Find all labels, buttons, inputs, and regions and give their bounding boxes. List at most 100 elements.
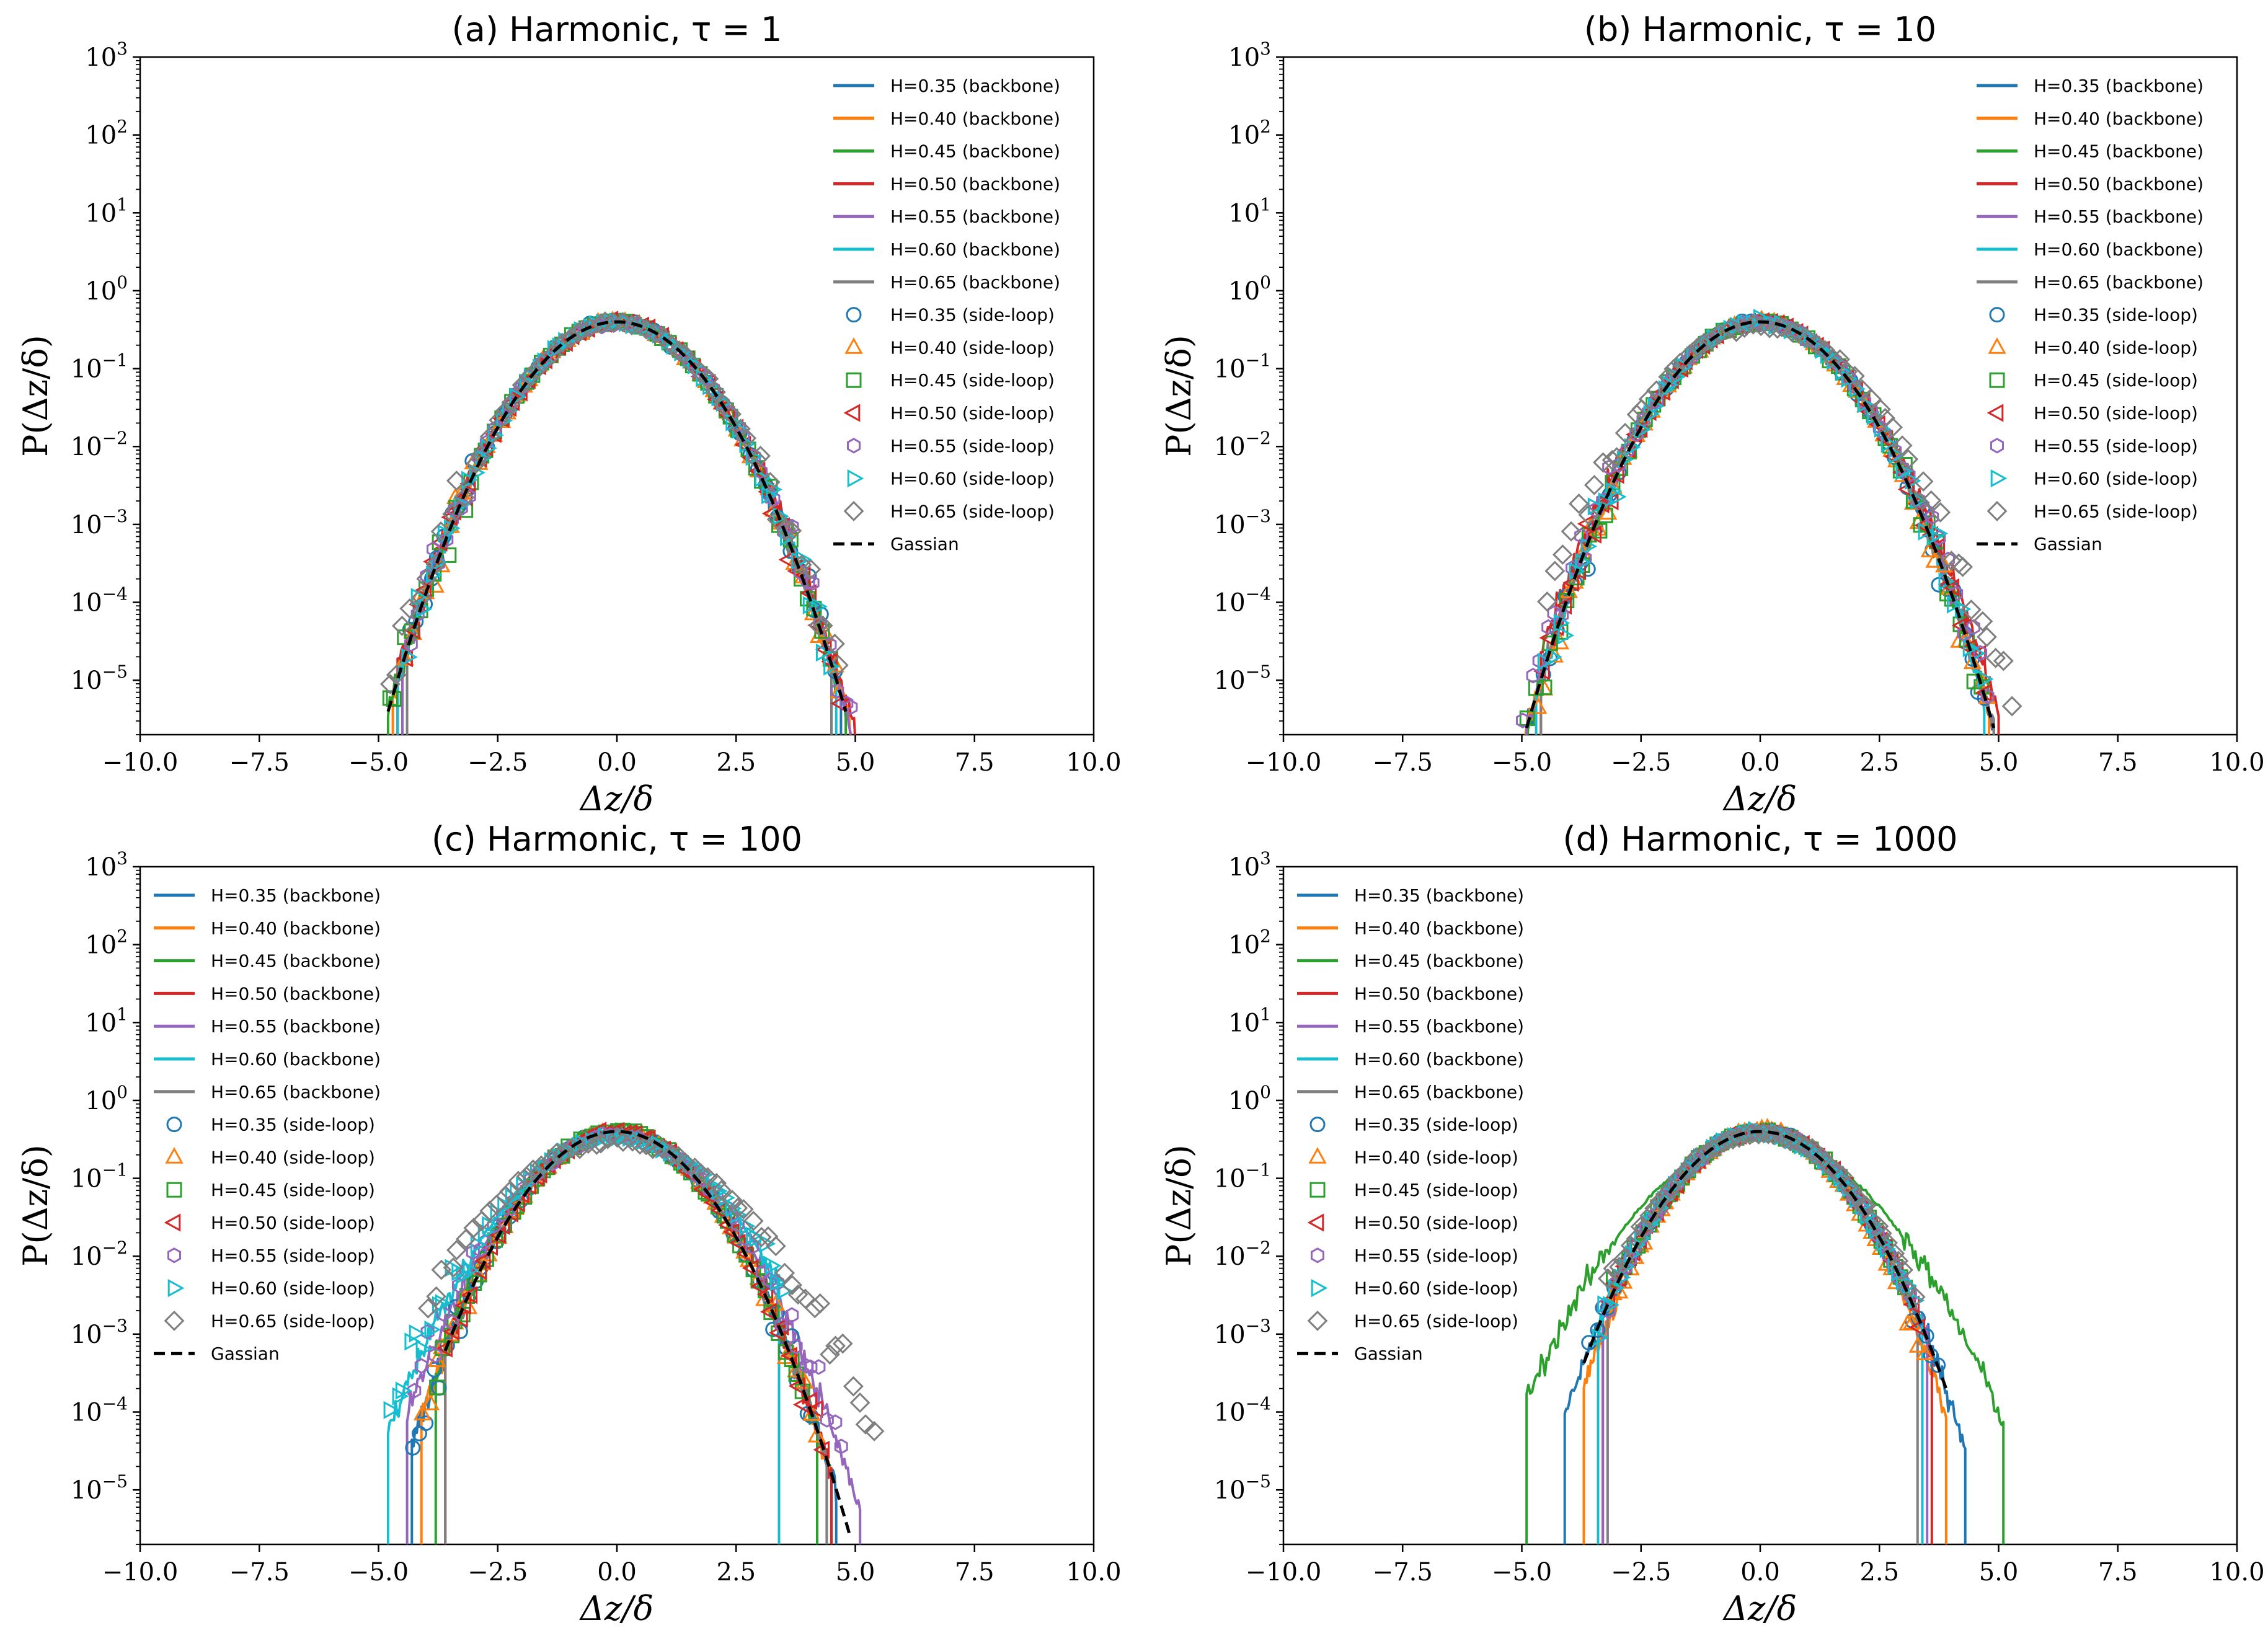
legend-item: H=0.60 (backbone) xyxy=(1977,239,2204,260)
data-point xyxy=(1663,358,1685,379)
data-point xyxy=(1714,1131,1734,1153)
legend-item: H=0.65 (backbone) xyxy=(833,272,1060,293)
legend-item: H=0.55 (backbone) xyxy=(833,206,1060,227)
data-point xyxy=(1908,1318,1926,1337)
x-tick-label: −10.0 xyxy=(1246,748,1322,777)
data-point xyxy=(401,648,418,666)
y-tick-label: 100 xyxy=(85,1082,128,1115)
data-point xyxy=(454,495,471,514)
y-tick-label: 100 xyxy=(1228,272,1271,306)
legend-label: H=0.40 (side-loop) xyxy=(2034,337,2198,358)
data-point xyxy=(1547,617,1564,636)
data-point xyxy=(1914,516,1931,534)
legend-label: H=0.65 (backbone) xyxy=(1354,1082,1524,1102)
legend-label: H=0.35 (side-loop) xyxy=(2034,305,2198,325)
data-point xyxy=(1734,1125,1754,1145)
data-point xyxy=(776,518,797,539)
legend-label: H=0.35 (backbone) xyxy=(1354,885,1524,906)
data-point xyxy=(761,485,778,505)
data-point xyxy=(431,1259,452,1280)
data-point xyxy=(812,615,833,636)
legend-label: H=0.65 (side-loop) xyxy=(890,501,1055,521)
data-point xyxy=(430,521,451,542)
data-point xyxy=(1960,600,1982,620)
legend-item: H=0.40 (side-loop) xyxy=(1988,337,2198,358)
legend-item: H=0.45 (backbone) xyxy=(833,141,1060,162)
y-tick-label: 10−4 xyxy=(1214,1394,1271,1427)
data-point xyxy=(470,1235,487,1254)
data-point xyxy=(668,340,689,361)
data-point xyxy=(1913,471,1934,492)
data-point xyxy=(436,1339,453,1358)
data-point xyxy=(561,1138,582,1159)
y-axis-label: P(Δz/δ) xyxy=(16,335,55,457)
y-tick-label: 103 xyxy=(1228,38,1271,72)
legend-item: H=0.35 (side-loop) xyxy=(1989,305,2198,325)
y-tick-label: 10−5 xyxy=(1214,1471,1271,1505)
y-tick-label: 10−2 xyxy=(71,1237,128,1271)
legend-item: H=0.50 (backbone) xyxy=(154,983,381,1004)
legend-label: H=0.45 (side-loop) xyxy=(2034,370,2198,391)
legend-item: H=0.55 (backbone) xyxy=(154,1016,381,1037)
data-point xyxy=(495,1185,516,1206)
data-point xyxy=(383,1401,401,1420)
legend-marker xyxy=(1988,337,2006,354)
y-tick-label: 10−2 xyxy=(71,428,128,461)
legend-label: H=0.35 (side-loop) xyxy=(211,1115,375,1135)
data-point xyxy=(785,518,799,535)
data-point xyxy=(512,374,533,396)
data-point xyxy=(1908,1336,1927,1353)
legend-label: H=0.60 (side-loop) xyxy=(1354,1278,1518,1299)
data-point xyxy=(1603,1258,1624,1279)
data-point xyxy=(1920,541,1939,557)
data-point xyxy=(807,1426,826,1443)
legend-item: Gassian xyxy=(154,1343,280,1364)
data-point xyxy=(794,1383,810,1399)
data-point xyxy=(805,575,820,591)
y-tick-label: 10−3 xyxy=(71,1316,128,1349)
legend-label: H=0.50 (backbone) xyxy=(1354,983,1524,1004)
y-tick-label: 103 xyxy=(1228,848,1271,882)
legend-label: Gassian xyxy=(211,1343,280,1364)
data-point xyxy=(751,1226,772,1247)
legend-label: H=0.55 (side-loop) xyxy=(1354,1246,1518,1266)
y-tick-label: 100 xyxy=(85,272,128,306)
data-point xyxy=(1980,688,1995,704)
legend-marker xyxy=(1307,1310,1328,1331)
legend-marker xyxy=(164,1310,185,1331)
x-axis-label: Δz/δ xyxy=(579,1589,653,1628)
legend: H=0.35 (backbone) H=0.40 (backbone) H=0.45… xyxy=(1977,76,2204,554)
legend-item: H=0.55 (side-loop) xyxy=(847,436,1055,456)
y-tick-label: 10−5 xyxy=(71,1471,128,1505)
legend-item: H=0.55 (backbone) xyxy=(1977,206,2204,227)
legend-label: H=0.65 (backbone) xyxy=(890,272,1060,293)
legend-label: H=0.45 (backbone) xyxy=(1354,951,1524,972)
legend-label: H=0.35 (backbone) xyxy=(890,76,1060,96)
data-point xyxy=(808,615,829,636)
legend-label: Gassian xyxy=(890,534,959,554)
legend-label: H=0.50 (backbone) xyxy=(2034,174,2204,194)
y-tick-label: 10−1 xyxy=(71,1160,128,1193)
legend-item: H=0.60 (side-loop) xyxy=(847,469,1055,489)
legend-label: H=0.35 (side-loop) xyxy=(1354,1115,1518,1135)
legend-label: H=0.40 (backbone) xyxy=(211,918,381,939)
data-point xyxy=(774,1262,795,1283)
data-point xyxy=(1693,333,1714,354)
data-point xyxy=(429,1379,445,1396)
data-point xyxy=(495,400,516,421)
x-tick-label: −7.5 xyxy=(229,1558,290,1587)
x-tick-label: −10.0 xyxy=(102,1558,179,1587)
data-point xyxy=(459,474,476,493)
data-point xyxy=(613,1131,634,1153)
data-point xyxy=(418,1298,438,1319)
y-tick-label: 103 xyxy=(85,38,128,72)
data-point xyxy=(425,554,446,575)
x-tick-label: 10.0 xyxy=(1066,748,1121,777)
data-point xyxy=(706,382,726,402)
x-tick-label: −10.0 xyxy=(1246,1558,1322,1587)
data-point xyxy=(773,507,789,526)
legend-item: H=0.65 (side-loop) xyxy=(843,500,1055,521)
data-point xyxy=(1882,417,1903,438)
data-point xyxy=(1601,1303,1616,1319)
legend-item: H=0.45 (side-loop) xyxy=(1989,370,2198,391)
